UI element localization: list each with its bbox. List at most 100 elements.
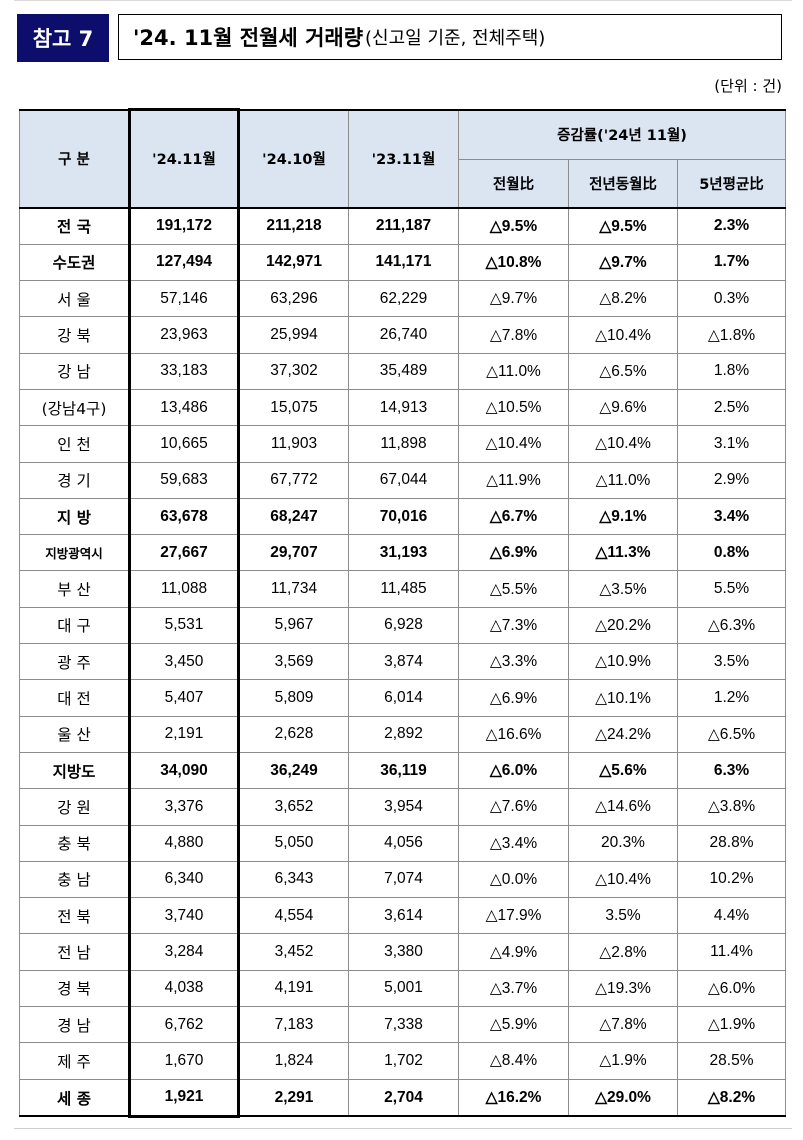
- change-avg5y: 28.5%: [676, 1042, 787, 1080]
- change-avg5y: 2.9%: [676, 461, 787, 499]
- change-avg5y: △6.0%: [676, 969, 787, 1008]
- value-nov23: 3,614: [348, 897, 459, 935]
- change-avg5y: 3.5%: [676, 643, 787, 681]
- value-nov23: 3,874: [348, 643, 459, 681]
- value-oct24: 211,218: [238, 206, 349, 245]
- change-mom: △3.3%: [458, 643, 569, 681]
- change-avg5y: △6.5%: [676, 715, 787, 753]
- region-name: (강남4구): [19, 388, 130, 427]
- change-mom: △6.7%: [458, 497, 569, 536]
- change-avg5y: 3.1%: [676, 425, 787, 463]
- value-oct24: 5,809: [238, 679, 349, 717]
- value-nov24: 1,921: [128, 1078, 240, 1118]
- value-nov23: 26,740: [348, 316, 459, 354]
- region-name: 강 북: [19, 316, 130, 354]
- value-oct24: 15,075: [238, 388, 349, 427]
- change-avg5y: 5.5%: [676, 570, 787, 608]
- change-mom: △8.4%: [458, 1042, 569, 1080]
- value-nov24: 5,407: [128, 679, 240, 717]
- change-mom: △0.0%: [458, 860, 569, 899]
- change-avg5y: 3.4%: [676, 497, 787, 536]
- value-nov24: 57,146: [128, 280, 240, 318]
- region-name: 부 산: [19, 570, 130, 608]
- value-nov23: 5,001: [348, 969, 459, 1008]
- value-nov23: 3,954: [348, 788, 459, 826]
- table-row: 경 남 6,762 7,183 7,338 △5.9% △7.8% △1.9%: [19, 1006, 787, 1044]
- change-avg5y: △1.8%: [676, 316, 787, 354]
- region-name: 제 주: [19, 1042, 130, 1080]
- value-nov24: 6,340: [128, 860, 240, 899]
- table-row: 강 원 3,376 3,652 3,954 △7.6% △14.6% △3.8%: [19, 788, 787, 826]
- change-yoy: △7.8%: [568, 1006, 678, 1044]
- region-name: 충 남: [19, 860, 130, 899]
- table-row: 충 북 4,880 5,050 4,056 △3.4% 20.3% 28.8%: [19, 824, 787, 862]
- value-nov24: 3,376: [128, 788, 240, 826]
- change-avg5y: 2.3%: [676, 206, 787, 245]
- value-oct24: 11,903: [238, 425, 349, 463]
- header-mom: 전월比: [458, 158, 569, 208]
- change-avg5y: 6.3%: [676, 751, 787, 790]
- change-mom: △16.2%: [458, 1078, 569, 1118]
- region-name: 서 울: [19, 280, 130, 318]
- value-oct24: 29,707: [238, 534, 349, 572]
- change-yoy: △24.2%: [568, 715, 678, 753]
- region-name: 강 남: [19, 352, 130, 390]
- table-row: 제 주 1,670 1,824 1,702 △8.4% △1.9% 28.5%: [19, 1042, 787, 1080]
- top-rule: [14, 0, 792, 1]
- unit-note: (단위 : 건): [714, 77, 782, 95]
- change-yoy: △5.6%: [568, 751, 678, 790]
- change-yoy: △20.2%: [568, 606, 678, 645]
- value-nov24: 4,038: [128, 969, 240, 1008]
- change-avg5y: △8.2%: [676, 1078, 787, 1118]
- value-nov24: 11,088: [128, 570, 240, 608]
- region-name: 광 주: [19, 643, 130, 681]
- value-nov23: 7,338: [348, 1006, 459, 1044]
- change-avg5y: 0.3%: [676, 280, 787, 318]
- value-oct24: 2,628: [238, 715, 349, 753]
- change-avg5y: △1.9%: [676, 1006, 787, 1044]
- change-mom: △3.4%: [458, 824, 569, 862]
- change-yoy: △9.1%: [568, 497, 678, 536]
- table-row: 경 북 4,038 4,191 5,001 △3.7% △19.3% △6.0%: [19, 969, 787, 1008]
- value-nov23: 7,074: [348, 860, 459, 899]
- change-yoy: △10.4%: [568, 316, 678, 354]
- change-avg5y: 11.4%: [676, 933, 787, 971]
- change-yoy: △11.0%: [568, 461, 678, 499]
- value-nov23: 141,171: [348, 243, 459, 282]
- change-avg5y: 10.2%: [676, 860, 787, 899]
- change-yoy: 20.3%: [568, 824, 678, 862]
- value-nov24: 33,183: [128, 352, 240, 390]
- value-oct24: 7,183: [238, 1006, 349, 1044]
- table-row: 서 울 57,146 63,296 62,229 △9.7% △8.2% 0.3%: [19, 280, 787, 318]
- page-subtitle: (신고일 기준, 전체주택): [365, 28, 546, 49]
- table-row: 부 산 11,088 11,734 11,485 △5.5% △3.5% 5.5%: [19, 570, 787, 608]
- change-mom: △11.0%: [458, 352, 569, 390]
- change-yoy: △8.2%: [568, 280, 678, 318]
- value-nov24: 127,494: [128, 243, 240, 282]
- change-yoy: △10.1%: [568, 679, 678, 717]
- change-mom: △17.9%: [458, 897, 569, 935]
- change-yoy: △10.4%: [568, 425, 678, 463]
- header-category: 구 분: [19, 108, 130, 208]
- change-mom: △4.9%: [458, 933, 569, 971]
- table-row: 지 방 63,678 68,247 70,016 △6.7% △9.1% 3.4%: [19, 497, 787, 536]
- change-yoy: 3.5%: [568, 897, 678, 935]
- value-nov24: 10,665: [128, 425, 240, 463]
- value-oct24: 63,296: [238, 280, 349, 318]
- table-row: 강 북 23,963 25,994 26,740 △7.8% △10.4% △1.8%: [19, 316, 787, 354]
- value-nov23: 6,928: [348, 606, 459, 645]
- change-mom: △11.9%: [458, 461, 569, 499]
- value-oct24: 3,569: [238, 643, 349, 681]
- change-mom: △7.3%: [458, 606, 569, 645]
- value-nov24: 3,450: [128, 643, 240, 681]
- region-name: 경 기: [19, 461, 130, 499]
- value-nov23: 211,187: [348, 206, 459, 245]
- value-oct24: 3,652: [238, 788, 349, 826]
- value-oct24: 37,302: [238, 352, 349, 390]
- page-title: '24. 11월 전월세 거래량: [133, 26, 364, 50]
- value-nov23: 2,704: [348, 1078, 459, 1118]
- value-oct24: 67,772: [238, 461, 349, 499]
- change-yoy: △10.9%: [568, 643, 678, 681]
- region-name: 수도권: [19, 243, 130, 282]
- value-nov24: 63,678: [128, 497, 240, 536]
